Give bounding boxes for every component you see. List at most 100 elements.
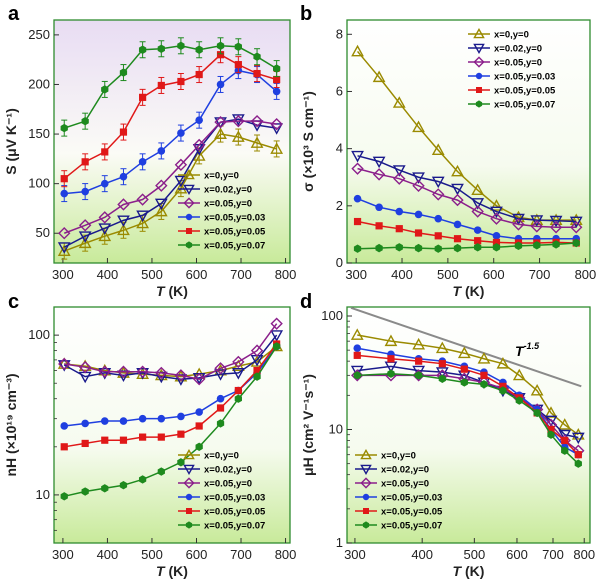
- data-point: [492, 238, 501, 247]
- data-point: [475, 72, 483, 80]
- y-tick-label: 50: [36, 225, 50, 240]
- data-point: [273, 342, 281, 351]
- legend-label: x=0.05,y=0: [204, 199, 252, 210]
- data-point: [473, 27, 485, 39]
- panel-d: 300 400 500 600 700 800 1 10 100 T (K) μH (cm² V⁻¹…: [300, 291, 595, 579]
- data-point: [57, 357, 71, 369]
- data-point: [216, 394, 225, 403]
- data-point: [392, 96, 406, 108]
- data-point: [477, 352, 491, 364]
- x-tick-label: 600: [483, 267, 505, 282]
- data-point: [81, 187, 89, 196]
- data-point: [572, 238, 580, 248]
- legend-label: x=0,y=0: [204, 171, 239, 182]
- data-point: [549, 213, 563, 226]
- data-point: [234, 61, 242, 69]
- y-axis-label: nH (×10¹⁹ cm⁻³): [3, 373, 19, 476]
- data-point: [474, 243, 482, 252]
- data-point: [544, 406, 558, 418]
- data-point: [81, 487, 89, 496]
- data-point: [530, 215, 544, 227]
- series-x=0.05,y=0: [58, 317, 283, 386]
- data-point: [490, 199, 503, 211]
- data-point: [351, 162, 364, 175]
- data-point: [100, 179, 109, 188]
- data-point: [451, 193, 464, 207]
- data-point: [480, 380, 488, 389]
- panel-label: d: [300, 291, 312, 313]
- data-point: [273, 64, 281, 73]
- data-point: [360, 464, 372, 476]
- data-point: [177, 77, 185, 86]
- data-point: [98, 211, 111, 224]
- data-point: [136, 216, 149, 229]
- data-point: [195, 442, 203, 452]
- data-point: [157, 81, 165, 90]
- data-point: [360, 477, 372, 489]
- data-point: [372, 168, 386, 181]
- data-point: [78, 361, 92, 374]
- x-tick-label: 800: [275, 547, 297, 562]
- data-point: [395, 243, 403, 252]
- data-point: [192, 149, 206, 161]
- data-point: [60, 443, 68, 451]
- data-point: [412, 179, 425, 193]
- data-point: [138, 158, 147, 166]
- data-point: [214, 115, 227, 129]
- data-point: [514, 241, 523, 251]
- data-point: [270, 317, 283, 330]
- data-point: [512, 213, 525, 226]
- data-point: [119, 172, 128, 181]
- data-point: [81, 116, 89, 126]
- data-point: [547, 425, 555, 434]
- data-point: [250, 114, 264, 128]
- data-point: [183, 168, 195, 180]
- plot-area: [53, 306, 291, 544]
- data-point: [81, 419, 89, 428]
- data-point: [195, 116, 203, 124]
- data-point: [117, 215, 130, 227]
- x-tick-label: 400: [391, 267, 413, 282]
- data-point: [183, 448, 195, 460]
- legend-label: x=0.05,y=0: [381, 479, 429, 490]
- data-point: [117, 365, 130, 378]
- data-point: [195, 422, 203, 430]
- data-point: [177, 412, 185, 421]
- y-tick-label: 100: [28, 327, 50, 342]
- data-point: [138, 414, 147, 423]
- legend-label: x=0.05,y=0.07: [204, 241, 265, 252]
- data-point: [414, 229, 423, 237]
- data-point: [231, 368, 245, 380]
- data-point: [414, 210, 423, 219]
- data-point: [183, 477, 195, 489]
- data-point: [138, 475, 147, 484]
- y-tick-label: 10: [36, 487, 50, 502]
- data-point: [231, 130, 245, 142]
- x-tick-label: 800: [575, 267, 597, 282]
- data-point: [78, 231, 92, 243]
- legend: x=0,y=0 x=0.02,y=0 x=0.05,y=0 x=0.05,y=0.03…: [355, 448, 443, 532]
- data-point: [155, 179, 168, 192]
- series-x=0.05,y=0.07: [60, 37, 281, 137]
- data-point: [453, 235, 462, 243]
- legend-label: x=0.05,y=0.07: [204, 521, 265, 532]
- data-point: [214, 369, 227, 381]
- data-point: [558, 418, 572, 430]
- data-point: [177, 458, 185, 467]
- data-point: [185, 493, 193, 501]
- data-point: [270, 330, 284, 342]
- data-point: [195, 45, 203, 54]
- data-point: [549, 221, 563, 234]
- panel-c: 300 400 500 600 700 800 10 100 T (K) nH (×10¹⁹ cm…: [3, 291, 296, 579]
- x-tick-label: 300: [345, 267, 367, 282]
- data-point: [412, 365, 426, 378]
- data-point: [451, 183, 464, 196]
- y-tick-label: 200: [28, 76, 50, 91]
- data-point: [57, 360, 71, 372]
- data-point: [412, 337, 426, 350]
- legend-label: x=0.05,y=0: [494, 58, 542, 69]
- data-point: [492, 243, 501, 252]
- data-point: [363, 508, 369, 514]
- data-point: [387, 369, 395, 378]
- data-point: [515, 396, 523, 405]
